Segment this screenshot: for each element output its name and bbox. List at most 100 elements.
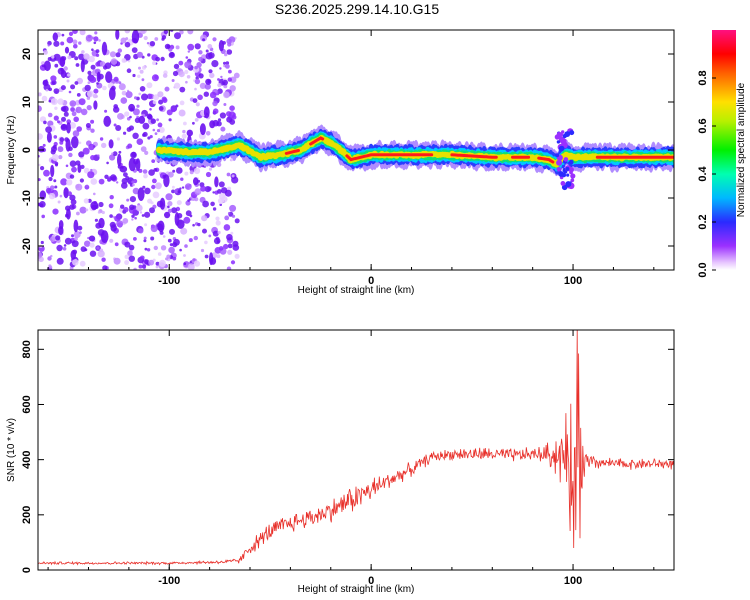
noise-blob (71, 111, 77, 117)
noise-blob (230, 231, 234, 235)
noise-blob (53, 40, 60, 47)
noise-blob (128, 244, 135, 251)
noise-blob (205, 131, 211, 136)
noise-blob (234, 253, 240, 259)
noise-blob (79, 206, 87, 214)
noise-blob (229, 119, 236, 125)
noise-blob (211, 50, 215, 54)
snr-plot-area (38, 330, 674, 566)
noise-blob (48, 99, 52, 103)
noise-blob (176, 200, 182, 206)
spectrogram-y-label: Frequency (Hz) (6, 116, 17, 185)
noise-blob (212, 37, 217, 42)
noise-blob (152, 178, 157, 184)
snr-frame (37, 329, 675, 571)
noise-blob (217, 83, 222, 88)
spectrogram-y-ticks: -20 -10 0 10 20 (21, 48, 674, 254)
noise-blob (66, 179, 73, 186)
y-tick-label: -10 (21, 190, 33, 206)
noise-blob (138, 66, 141, 70)
colorbar-ticks: 0.0 0.2 0.4 0.6 0.8 (697, 70, 716, 278)
noise-blob (66, 36, 74, 44)
disturbance-blob (560, 181, 566, 186)
noise-blob (77, 163, 82, 173)
noise-blob (129, 115, 132, 119)
noise-blob (149, 207, 155, 214)
noise-blob (73, 116, 79, 123)
noise-blob (209, 91, 217, 99)
noise-blob (224, 215, 230, 221)
noise-blob (204, 186, 211, 193)
noise-blob (113, 123, 117, 127)
noise-blob (226, 49, 233, 55)
y-tick-label: 400 (21, 450, 33, 468)
noise-blob (74, 56, 79, 61)
noise-blob (185, 56, 189, 59)
noise-blob (67, 55, 72, 60)
noise-blob (194, 118, 199, 122)
noise-blob (194, 78, 201, 85)
noise-blob (121, 182, 128, 189)
noise-blob (175, 45, 180, 50)
noise-blob (227, 42, 232, 47)
noise-blob (120, 37, 127, 44)
noise-blob (93, 192, 96, 196)
noise-blob (38, 145, 45, 153)
colorbar-tick-label: 0.0 (697, 262, 709, 277)
noise-blob (128, 103, 136, 112)
noise-blob (230, 260, 236, 265)
noise-blob (158, 99, 164, 105)
y-tick-label: 200 (21, 506, 33, 524)
noise-blob (90, 155, 96, 161)
noise-blob (173, 63, 180, 70)
noise-blob (178, 60, 184, 66)
colorbar-tick-label: 0.4 (697, 165, 709, 181)
noise-blob (74, 236, 78, 241)
noise-blob (149, 135, 153, 139)
noise-blob (124, 111, 130, 117)
noise-blob (225, 61, 230, 65)
noise-blob (101, 142, 107, 149)
noise-blob (80, 108, 88, 116)
noise-blob (201, 215, 208, 222)
noise-blob (132, 73, 136, 78)
noise-blob (198, 56, 203, 62)
noise-blob (76, 211, 80, 216)
noise-blob (124, 30, 130, 34)
noise-blob (92, 93, 98, 99)
noise-blob (85, 34, 93, 42)
noise-blob (66, 208, 71, 220)
noise-blob (113, 104, 118, 109)
noise-blob (39, 201, 46, 208)
noise-blob (205, 52, 213, 60)
noise-blob (185, 210, 192, 217)
noise-blob (78, 41, 82, 45)
noise-blob (54, 185, 58, 189)
noise-blob (70, 84, 76, 90)
noise-blob (125, 176, 130, 181)
noise-blob (93, 36, 99, 42)
noise-blob (116, 220, 124, 228)
noise-blob (128, 255, 135, 262)
noise-blob (98, 39, 101, 42)
noise-blob (127, 250, 133, 256)
noise-blob (84, 84, 91, 92)
noise-blob (200, 248, 205, 253)
noise-blob (155, 182, 162, 190)
noise-blob (69, 160, 77, 167)
noise-blob (138, 115, 146, 124)
noise-blob (148, 259, 155, 266)
noise-blob (173, 238, 180, 246)
noise-blob (163, 174, 170, 188)
disturbance-blob (561, 172, 567, 178)
noise-blob (134, 216, 137, 220)
noise-blob (79, 260, 86, 267)
noise-blob (38, 92, 42, 97)
noise-blob (53, 88, 60, 94)
noise-blob (96, 82, 99, 85)
noise-blob (208, 167, 213, 171)
disturbance-blob (565, 166, 570, 171)
noise-blob (83, 53, 90, 60)
noise-blob (178, 71, 185, 78)
noise-blob (78, 98, 86, 106)
